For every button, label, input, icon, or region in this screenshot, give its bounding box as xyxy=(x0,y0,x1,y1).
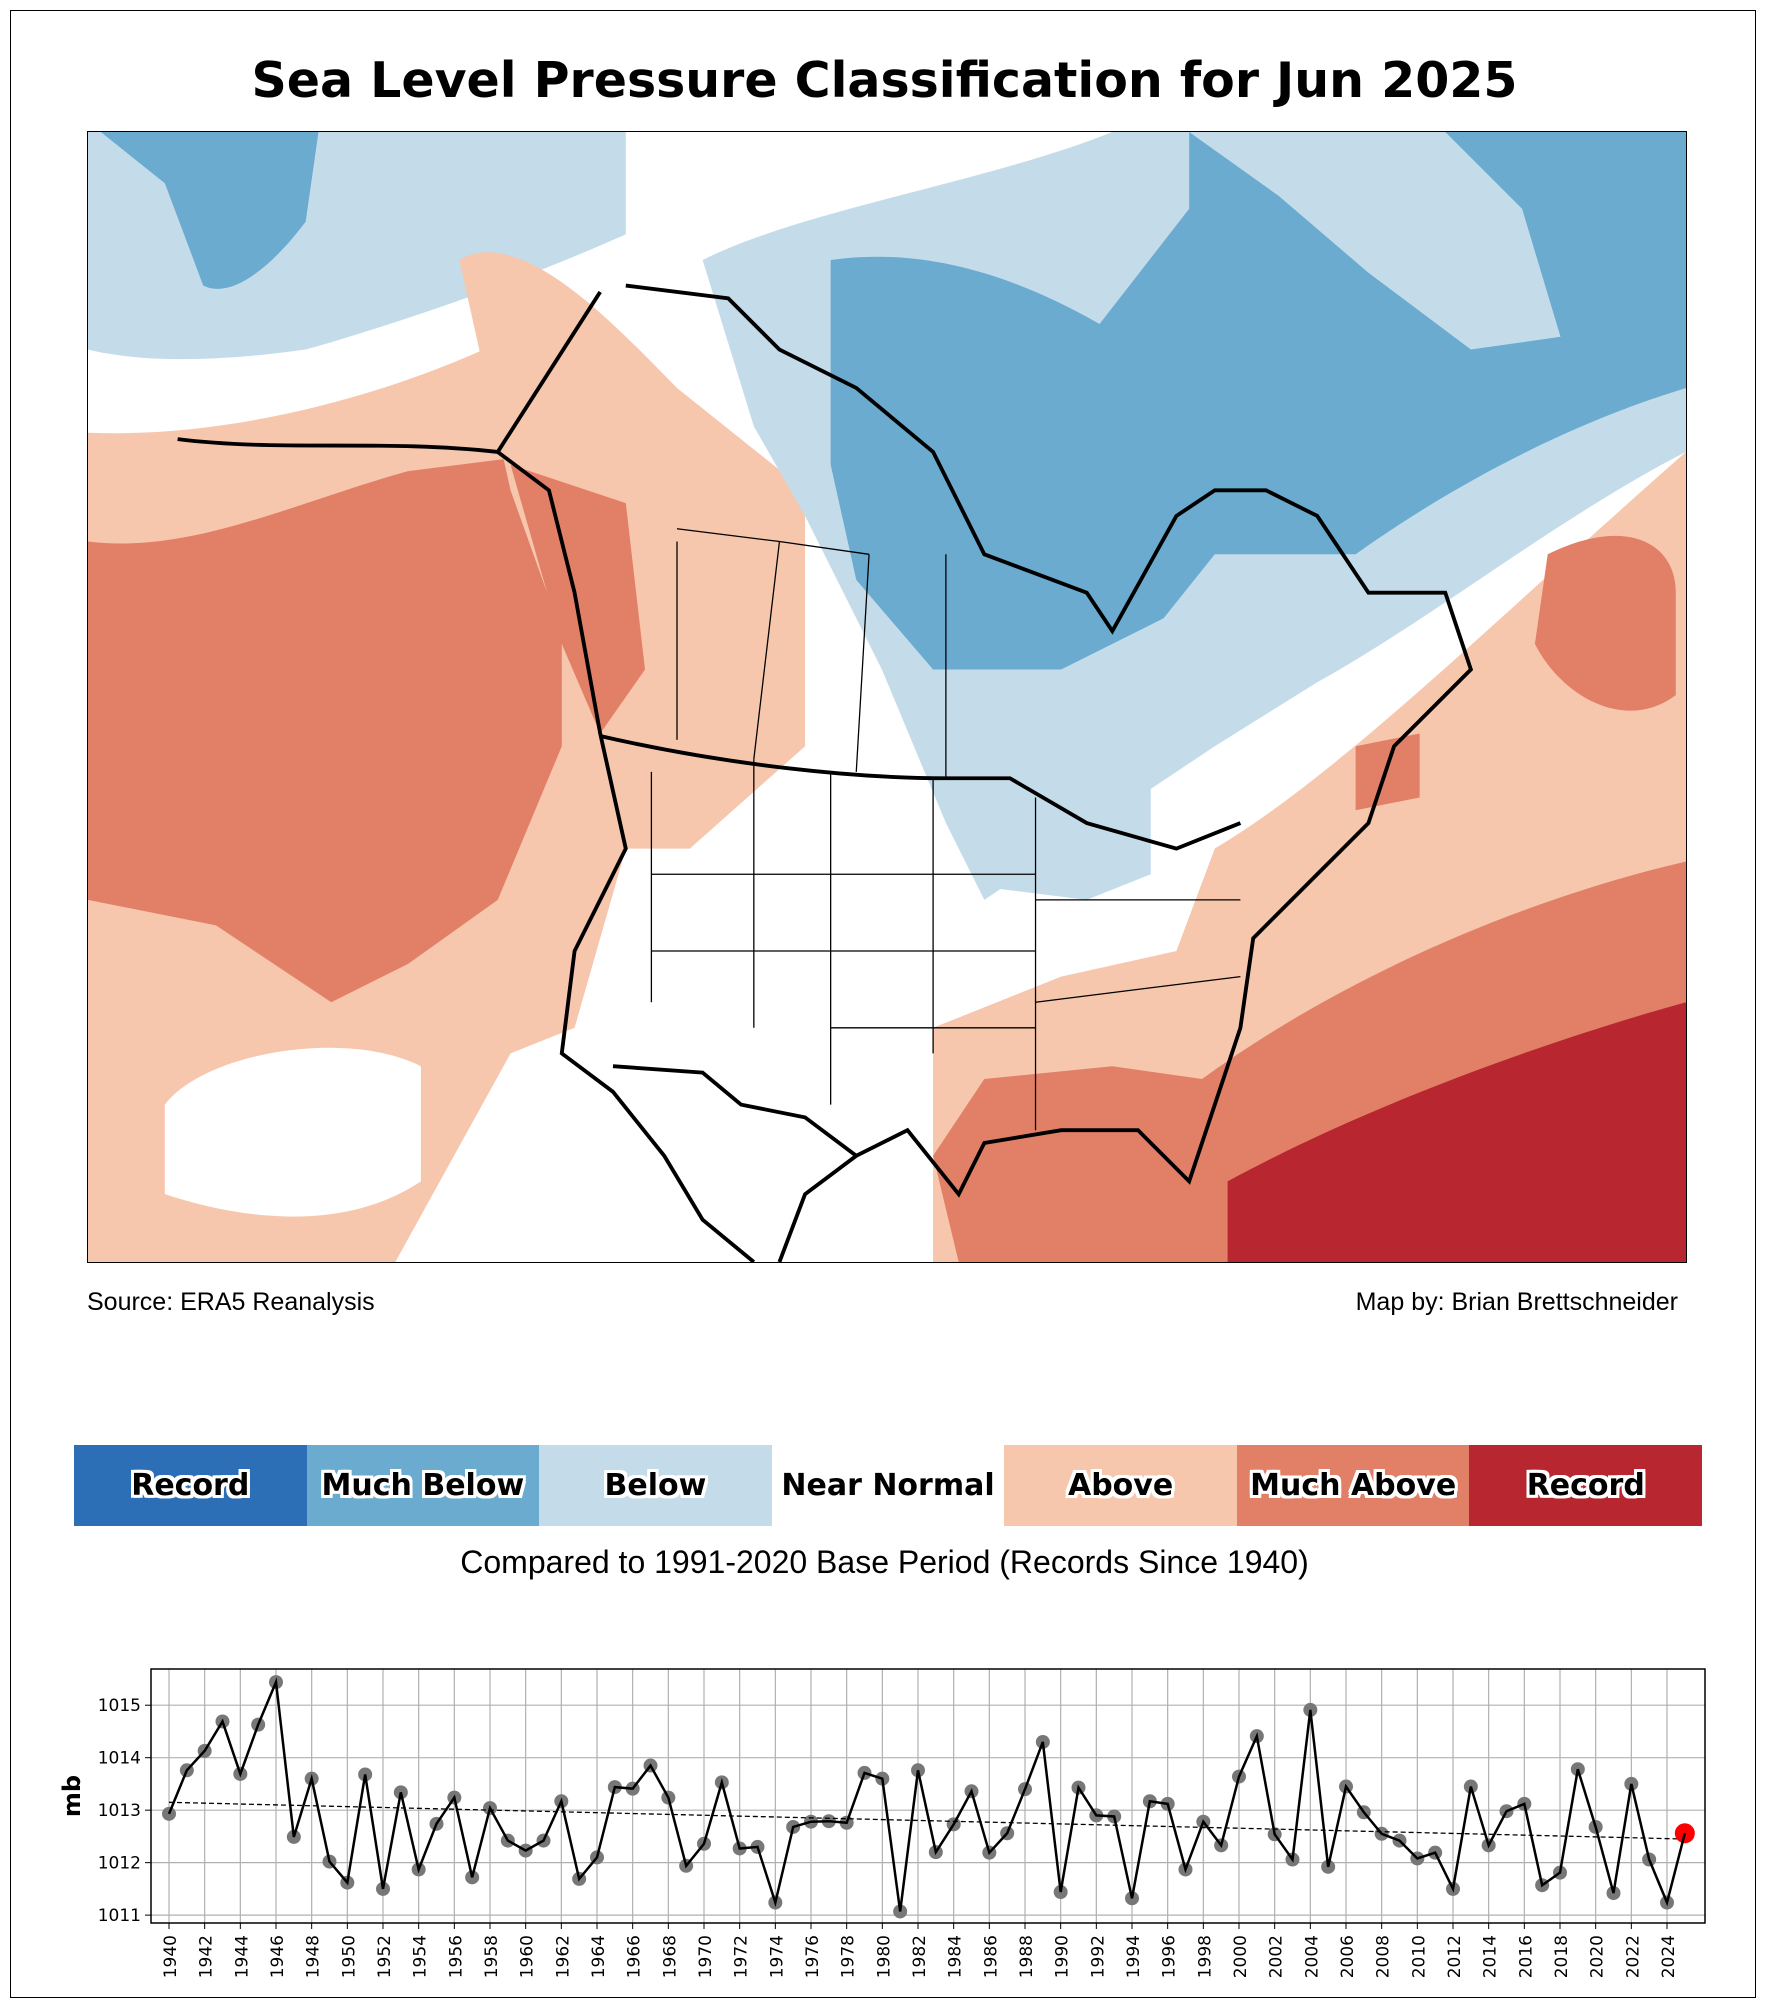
region-much-above-atlantic xyxy=(1355,733,1420,811)
region-below-arctic xyxy=(1189,132,1561,350)
region-much-above-blob xyxy=(1534,535,1676,711)
region-much-above-west xyxy=(88,458,562,1003)
x-tick-label: 1954 xyxy=(411,1935,431,1978)
x-tick-label: 1940 xyxy=(161,1935,181,1978)
source-label: Source: ERA5 Reanalysis xyxy=(87,1288,375,1316)
x-tick-label: 1966 xyxy=(625,1935,645,1978)
x-tick-label: 2024 xyxy=(1659,1935,1679,1978)
legend-label: Near Normal xyxy=(781,1468,995,1503)
legend-label: Below xyxy=(604,1468,707,1503)
x-tick-label: 1950 xyxy=(339,1935,359,1978)
legend-below: Below xyxy=(539,1445,772,1526)
x-tick-label: 2006 xyxy=(1338,1935,1358,1978)
x-tick-label: 1962 xyxy=(553,1935,573,1978)
x-tick-label: 1968 xyxy=(660,1935,680,1978)
x-tick-label: 1976 xyxy=(803,1935,823,1978)
x-tick-label: 1944 xyxy=(232,1935,252,1978)
legend-near-normal: Near Normal xyxy=(771,1445,1005,1526)
x-tick-label: 2004 xyxy=(1302,1935,1322,1978)
x-tick-label: 1970 xyxy=(696,1935,716,1978)
x-tick-label: 1978 xyxy=(839,1935,859,1978)
legend-much-above: Much Above xyxy=(1236,1445,1470,1526)
x-tick-label: 1988 xyxy=(1017,1935,1037,1978)
x-tick-label: 2014 xyxy=(1481,1935,1501,1978)
y-tick-label: 1013 xyxy=(98,1801,141,1821)
legend-label: Record xyxy=(131,1468,250,1503)
x-tick-label: 1948 xyxy=(304,1935,324,1978)
legend-label: Above xyxy=(1067,1468,1174,1503)
coastline xyxy=(177,283,1474,1262)
x-tick-label: 1992 xyxy=(1088,1935,1108,1978)
chart-marks xyxy=(162,1675,1695,1919)
y-tick-label: 1014 xyxy=(98,1749,141,1769)
plot-area-border xyxy=(150,1668,1706,1924)
y-tick-label: 1011 xyxy=(98,1906,141,1926)
x-tick-label: 1982 xyxy=(910,1935,930,1978)
legend-above: Above xyxy=(1004,1445,1237,1526)
y-tick-label: 1015 xyxy=(98,1696,141,1716)
x-tick-label: 1960 xyxy=(518,1935,538,1978)
us-mexico-border xyxy=(612,1064,858,1158)
region-near-normal-sw xyxy=(164,1047,421,1217)
legend-record-high: Record xyxy=(1469,1445,1703,1526)
x-tick-label: 1974 xyxy=(767,1935,787,1978)
y-tick-label: 1012 xyxy=(98,1854,141,1874)
x-tick-label: 1942 xyxy=(197,1935,217,1978)
x-tick-label: 1996 xyxy=(1160,1935,1180,1978)
legend-label: Record xyxy=(1526,1468,1645,1503)
x-tick-label: 1964 xyxy=(589,1935,609,1978)
series-line xyxy=(167,1677,1687,1912)
x-tick-label: 1958 xyxy=(482,1935,502,1978)
legend-label: Much Above xyxy=(1250,1468,1457,1503)
x-tick-label: 1986 xyxy=(981,1935,1001,1978)
legend-much-below: Much Below xyxy=(306,1445,540,1526)
x-tick-label: 1990 xyxy=(1053,1935,1073,1978)
x-tick-label: 1980 xyxy=(874,1935,894,1978)
legend-record-low: Record xyxy=(74,1445,307,1526)
x-tick-label: 2012 xyxy=(1445,1935,1465,1978)
x-tick-label: 2016 xyxy=(1516,1935,1536,1978)
region-above-interior xyxy=(459,252,806,849)
classification-legend: Record Much Below Below Near Normal Abov… xyxy=(74,1445,1703,1526)
alaska-border xyxy=(496,290,602,453)
chart-axes: 1940 1942 1944 1946 1948 1950 1952 1954 1956 1958… xyxy=(98,1668,1706,1978)
trend-line xyxy=(168,1801,1685,1840)
base-period-caption: Compared to 1991-2020 Base Period (Recor… xyxy=(460,1544,1309,1580)
x-tick-label: 2002 xyxy=(1267,1935,1287,1978)
x-tick-label: 2018 xyxy=(1552,1935,1572,1978)
x-tick-label: 2008 xyxy=(1374,1935,1394,1978)
annual-pressure-chart: 1940 1942 1944 1946 1948 1950 1952 1954 1956 1958… xyxy=(58,1668,1706,1978)
page-title: Sea Level Pressure Classification for Ju… xyxy=(251,52,1518,109)
region-record-high-caribbean xyxy=(1227,1002,1686,1262)
state-boundaries xyxy=(650,759,1241,1131)
x-tick-label: 1952 xyxy=(375,1935,395,1978)
x-tick-label: 2020 xyxy=(1588,1935,1608,1978)
region-much-below-nw xyxy=(100,132,319,289)
x-tick-label: 2000 xyxy=(1231,1935,1251,1978)
legend-label: Much Below xyxy=(321,1468,525,1503)
region-much-above-bc xyxy=(510,464,645,734)
x-tick-label: 1984 xyxy=(946,1935,966,1978)
x-tick-label: 1972 xyxy=(732,1935,752,1978)
x-tick-label: 1998 xyxy=(1195,1935,1215,1978)
figure-border xyxy=(10,10,1756,1998)
region-below-greatlakes xyxy=(958,771,1151,900)
pressure-classification-map xyxy=(87,131,1687,1263)
x-tick-label: 1994 xyxy=(1124,1935,1144,1978)
x-tick-label: 1956 xyxy=(446,1935,466,1978)
province-boundaries xyxy=(676,528,947,779)
x-tick-label: 2022 xyxy=(1623,1935,1643,1978)
x-tick-label: 2010 xyxy=(1409,1935,1429,1978)
y-axis-label: mb xyxy=(58,1775,86,1817)
credit-label: Map by: Brian Brettschneider xyxy=(1355,1288,1678,1316)
x-tick-label: 1946 xyxy=(268,1935,288,1978)
